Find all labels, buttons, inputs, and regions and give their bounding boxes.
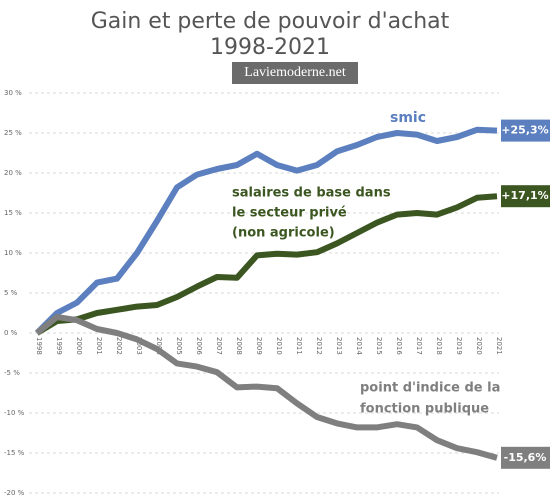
x-tick-label: 2021 (495, 337, 503, 355)
x-tick-label: 2001 (95, 337, 103, 355)
series-label: smic (390, 110, 426, 126)
y-tick-label: -15 % (4, 449, 25, 457)
y-tick-label: 10 % (4, 249, 22, 257)
y-tick-label: -10 % (4, 409, 25, 417)
x-tick-label: 2012 (315, 337, 323, 355)
watermark-box (232, 62, 358, 84)
series-label: (non agricole) (232, 226, 335, 241)
chart-title: Gain et perte de pouvoir d'achat (91, 9, 450, 34)
series-line (35, 193, 498, 336)
x-tick-label: 2013 (335, 337, 343, 355)
x-tick-label: 1999 (55, 337, 63, 355)
watermark: Laviemoderne.net (244, 65, 346, 80)
y-tick-label: 25 % (4, 129, 22, 137)
end-label: +17,1% (501, 189, 548, 202)
x-tick-label: 2000 (75, 337, 83, 355)
end-label-box (501, 446, 550, 469)
end-label: -15,6% (504, 451, 547, 464)
x-tick-label: 2019 (455, 337, 463, 355)
x-tick-label: 2003 (135, 337, 143, 355)
x-tick-label: 2014 (355, 337, 363, 355)
x-tick-label: 2002 (115, 337, 123, 355)
series-line (34, 126, 498, 336)
x-tick-label: 2007 (215, 337, 223, 355)
y-tick-label: -5 % (4, 369, 20, 377)
y-tick-label: 0 % (4, 329, 18, 337)
x-tick-label: 2005 (175, 337, 183, 355)
x-tick-label: 2011 (295, 337, 303, 355)
end-label-box (501, 119, 550, 142)
series-label: point d'indice de la (360, 381, 500, 396)
series-line (35, 314, 498, 461)
series-label: salaires de base dans (232, 186, 391, 201)
y-tick-label: 5 % (4, 289, 18, 297)
end-label: +25,3% (501, 124, 548, 137)
end-label-box (501, 185, 550, 208)
chart-title: 1998-2021 (210, 35, 330, 60)
series-label: le secteur privé (232, 206, 347, 221)
y-tick-label: 20 % (4, 169, 22, 177)
y-tick-label: -20 % (4, 489, 25, 497)
x-tick-label: 1998 (35, 337, 43, 355)
x-tick-label: 2015 (375, 337, 383, 355)
x-tick-label: 2017 (415, 337, 423, 355)
x-tick-label: 2004 (155, 337, 163, 355)
x-tick-label: 2018 (435, 337, 443, 355)
x-tick-label: 2016 (395, 337, 403, 355)
series-label: fonction publique (360, 402, 489, 417)
x-tick-label: 2006 (195, 337, 203, 355)
x-tick-label: 2008 (235, 337, 243, 355)
y-tick-label: 30 % (4, 89, 22, 97)
x-tick-label: 2009 (255, 337, 263, 355)
y-tick-label: 15 % (4, 209, 22, 217)
x-tick-label: 2020 (475, 337, 483, 355)
x-tick-label: 2010 (275, 337, 283, 355)
